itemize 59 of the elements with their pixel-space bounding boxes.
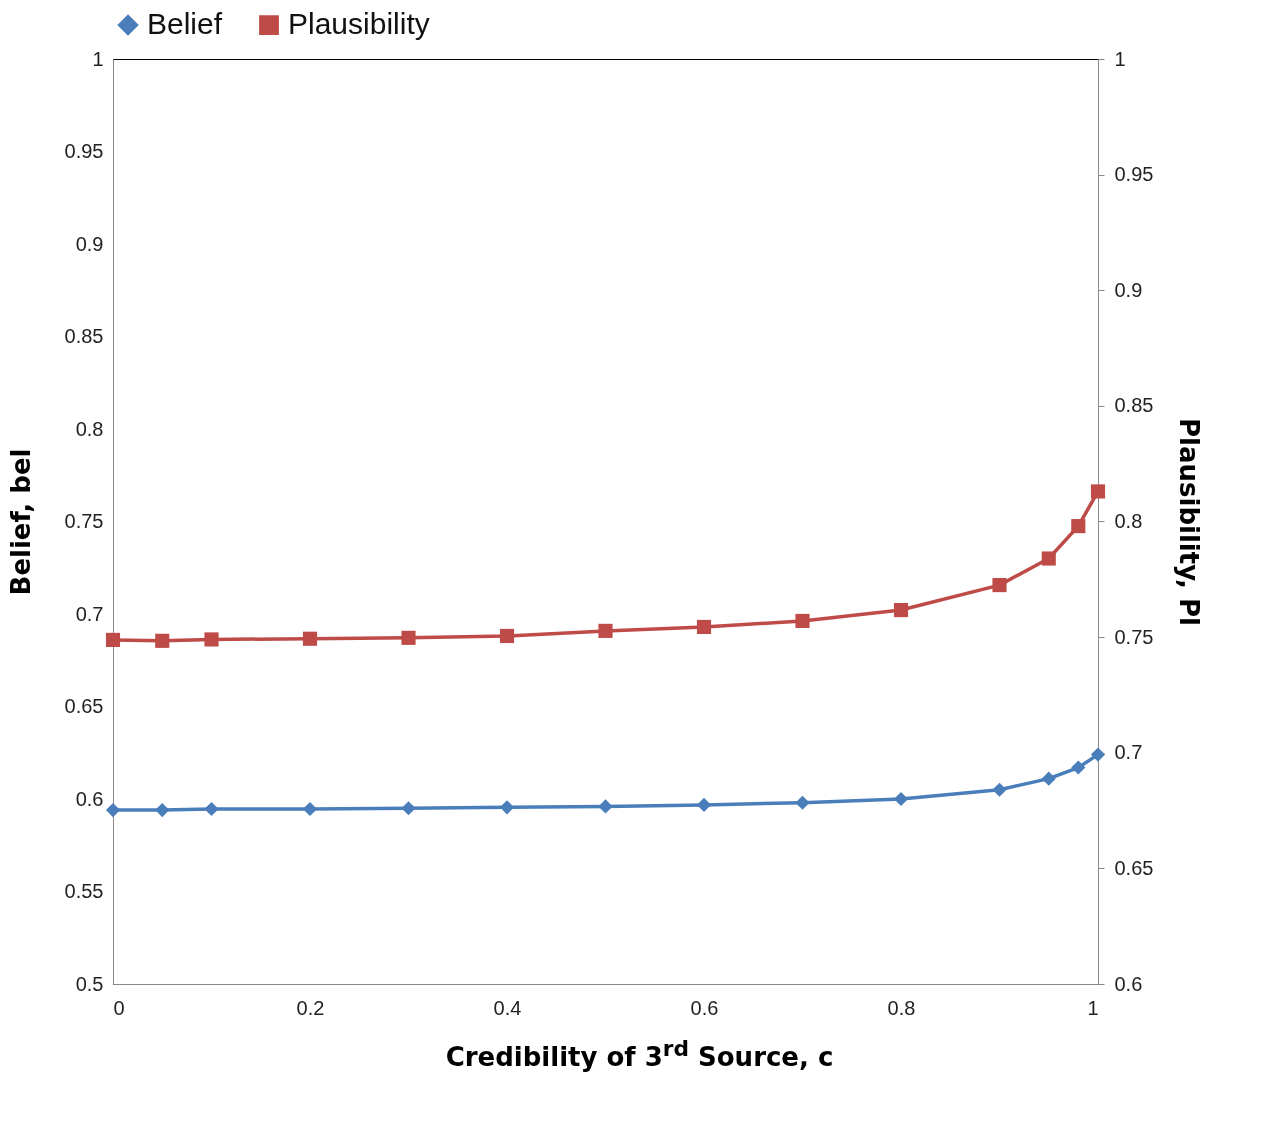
y2-tick-label: 1 [1114,47,1126,70]
point [105,632,121,647]
y2-tick-label: 0.9 [1114,278,1143,301]
point [1041,771,1056,786]
x-tick-label: 1 [1087,996,1099,1019]
point [204,632,219,647]
y2-tick-label: 0.6 [1114,972,1143,995]
x-tick-label: 0.4 [493,996,522,1019]
y2-tick-label: 0.65 [1114,856,1154,879]
point [696,797,712,812]
y-tick-label: 0.95 [64,140,104,162]
point [302,801,318,817]
point [155,633,170,648]
y2-tick-label: 0.95 [1114,163,1154,186]
y-tick-label: 0.9 [75,232,104,255]
point [696,619,712,635]
y-tick-label: 0.75 [64,510,104,532]
point [992,578,1007,593]
point [1090,484,1106,499]
point [302,631,318,646]
point [598,799,613,814]
y2-tick-label: 0.85 [1114,394,1154,417]
point [1090,747,1106,762]
point [795,795,810,810]
y-tick-label: 0.65 [64,695,104,717]
y2-tick-label: 0.75 [1114,625,1154,648]
x-axis-title: Credibility of 3$^{rd}$ Source, c [444,1036,835,1072]
y-tick-label: 0.85 [64,325,104,347]
point [1071,519,1086,534]
y-tick-label: 0.7 [75,602,104,625]
point [893,603,909,618]
y-axis-title: Belief, bel [5,448,36,596]
point [598,623,613,638]
y-tick-label: 0.55 [64,880,104,902]
y2-axis-title: Plausibility, Pl [1174,417,1205,627]
y2-tick-label: 0.7 [1114,741,1143,764]
point [155,803,170,818]
point [401,630,416,645]
point [893,791,909,807]
point [992,782,1007,797]
y2-tick-label: 0.8 [1114,510,1143,532]
x-tick-label: 0.2 [296,996,325,1019]
y-tick-label: 0.5 [75,972,104,995]
legend-label: Belief [147,7,223,41]
x-tick-label: 0.6 [690,996,719,1019]
legend-label: Plausibility [288,7,430,41]
point [795,613,810,629]
point [204,801,219,817]
x-tick-label: 0 [113,996,125,1019]
point [499,628,515,644]
y-tick-label: 0.8 [75,417,104,440]
point [105,803,121,818]
point [1041,551,1056,566]
point [1071,760,1086,775]
y-tick-label: 0.6 [75,787,104,810]
x-tick-label: 0.8 [887,996,916,1019]
y-tick-label: 1 [92,47,104,70]
point [499,800,515,815]
point [401,801,416,816]
